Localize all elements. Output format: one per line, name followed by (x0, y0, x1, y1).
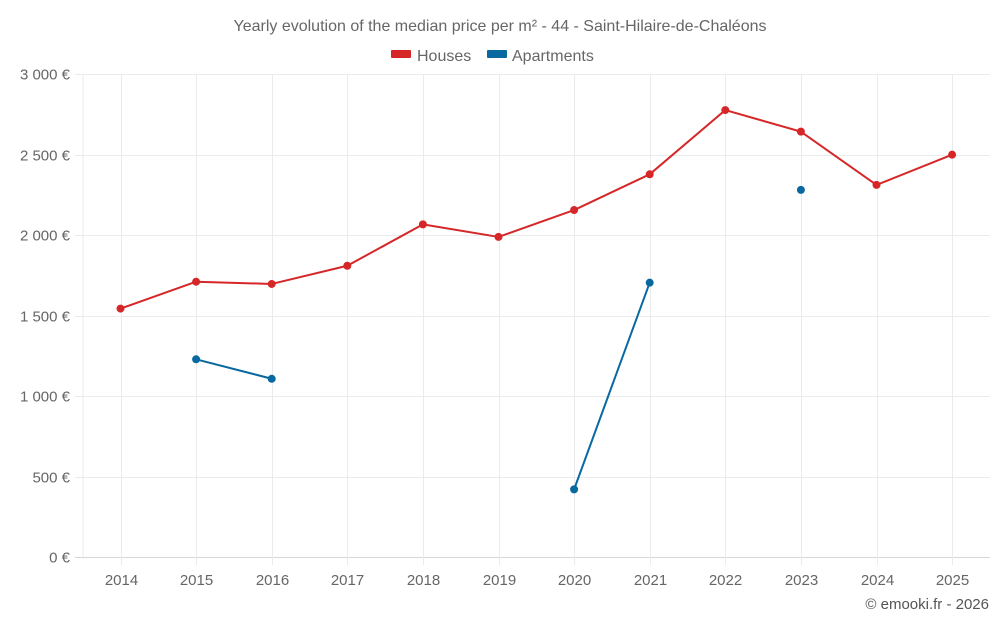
series-apartments (192, 185, 805, 494)
y-axis: 0 € 500 € 1 000 € 1 500 € 2 000 € 2 500 € 3 00… (20, 67, 71, 567)
legend-label-houses: Houses (417, 48, 471, 65)
data-point-houses-2018[interactable] (418, 220, 427, 229)
data-point-apartments-2023[interactable] (796, 185, 805, 194)
x-tick-label: 2024 (861, 572, 894, 589)
x-tick-label: 2025 (936, 572, 969, 589)
series-line-apartments (195, 358, 272, 380)
legend: Houses Apartments (391, 48, 594, 65)
x-tick-label: 2018 (407, 572, 440, 589)
data-point-houses-2024[interactable] (872, 180, 881, 189)
x-tick-label: 2014 (105, 572, 138, 589)
gridlines (75, 74, 990, 565)
y-tick-label: 0 € (49, 550, 71, 567)
x-tick-label: 2015 (180, 572, 213, 589)
data-point-apartments-2020[interactable] (570, 485, 579, 494)
y-tick-label: 2 000 € (20, 228, 71, 245)
legend-item-houses[interactable]: Houses (391, 48, 471, 65)
y-tick-label: 3 000 € (20, 67, 71, 84)
legend-item-apartments[interactable]: Apartments (487, 48, 594, 65)
series-houses (116, 106, 957, 313)
y-tick-label: 500 € (32, 470, 70, 487)
data-point-apartments-2016[interactable] (267, 374, 276, 383)
x-tick-label: 2023 (785, 572, 818, 589)
x-tick-label: 2017 (331, 572, 364, 589)
credit-text: © emooki.fr - 2026 (865, 596, 989, 613)
data-point-apartments-2015[interactable] (192, 355, 201, 364)
legend-label-apartments: Apartments (512, 48, 594, 65)
chart-title: Yearly evolution of the median price per… (234, 18, 767, 35)
data-point-houses-2014[interactable] (116, 304, 125, 313)
data-point-houses-2025[interactable] (948, 150, 957, 159)
x-tick-label: 2021 (634, 572, 667, 589)
data-point-houses-2020[interactable] (570, 206, 579, 215)
data-point-houses-2022[interactable] (721, 106, 730, 115)
data-point-houses-2017[interactable] (343, 261, 352, 270)
legend-swatch-houses (391, 50, 411, 58)
series-layer (116, 106, 957, 494)
data-point-houses-2019[interactable] (494, 232, 503, 241)
x-tick-label: 2022 (709, 572, 742, 589)
series-line-houses (120, 109, 953, 310)
data-point-houses-2023[interactable] (796, 127, 805, 136)
x-axis: 2014 2015 2016 2017 2018 2019 2020 2021 2022 2023… (105, 572, 969, 589)
data-point-houses-2016[interactable] (267, 279, 276, 288)
x-tick-label: 2016 (256, 572, 289, 589)
data-point-apartments-2021[interactable] (645, 278, 654, 287)
y-tick-label: 2 500 € (20, 148, 71, 165)
y-tick-label: 1 500 € (20, 309, 71, 326)
data-point-houses-2015[interactable] (192, 277, 201, 286)
legend-swatch-apartments (487, 50, 507, 58)
data-point-houses-2021[interactable] (645, 170, 654, 179)
x-tick-label: 2020 (558, 572, 591, 589)
x-tick-label: 2019 (483, 572, 516, 589)
y-tick-label: 1 000 € (20, 389, 71, 406)
series-line-apartments (573, 282, 651, 490)
